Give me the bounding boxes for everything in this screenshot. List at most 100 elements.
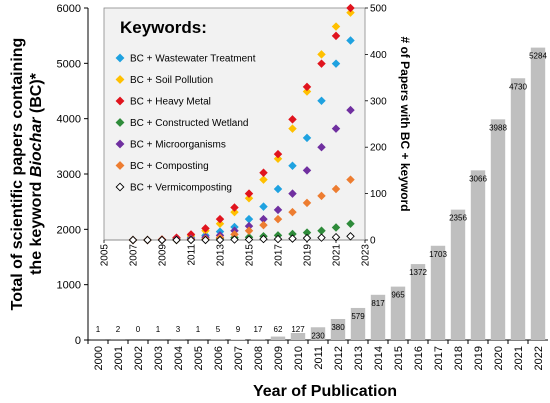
inset-y-tick-label-400: 400 (370, 50, 387, 61)
point-bc-wastewater-treatment-2022 (346, 36, 355, 45)
point-bc-microorganisms-2018 (288, 189, 297, 198)
point-bc-vermicomposting-2009 (157, 235, 167, 245)
bar-2008 (250, 339, 266, 340)
legend-marker-2 (115, 96, 125, 106)
point-bc-vermicomposting-2019 (302, 233, 312, 243)
point-bc-heavy-metal-2022 (346, 3, 355, 13)
main-x-tick-label-2008: 2008 (253, 346, 265, 370)
inset-x-tick-label-2013: 2013 (216, 244, 227, 267)
main-x-tick-label-2002: 2002 (133, 346, 145, 370)
point-bc-composting-2020 (317, 191, 326, 201)
point-bc-composting-2018 (288, 207, 297, 217)
bar-value-label-2017: 1703 (429, 250, 447, 259)
bar-2011 (310, 327, 326, 340)
inset-x-tick-label-2015: 2015 (245, 244, 256, 267)
bar-value-label-2015: 965 (391, 291, 405, 300)
point-bc-vermicomposting-2017 (273, 234, 283, 244)
inset-x-tick-label-2009: 2009 (158, 244, 169, 267)
point-bc-vermicomposting-2012 (201, 235, 210, 245)
legend-entry-4: BC + Microorganisms (130, 140, 226, 151)
bar-value-label-2021: 4730 (509, 82, 527, 91)
bar-2022 (530, 47, 546, 341)
point-bc-vermicomposting-2010 (172, 235, 181, 245)
bar-value-label-2022: 5284 (529, 52, 547, 61)
legend-entry-3: BC + Constructed Wetland (130, 118, 249, 129)
point-bc-heavy-metal-2016 (259, 168, 268, 177)
main-y-axis-title-line2: the keyword Biochar (BC)* (28, 72, 45, 275)
point-bc-vermicomposting-2007 (128, 235, 138, 245)
main-x-tick-label-2010: 2010 (293, 346, 305, 370)
point-bc-heavy-metal-2019 (302, 82, 312, 92)
main-x-tick-label-2011: 2011 (313, 346, 325, 370)
point-bc-soil-pollution-2019 (302, 87, 312, 96)
point-bc-vermicomposting-2022 (346, 232, 355, 241)
point-bc-vermicomposting-2013 (215, 235, 225, 245)
point-bc-constructed-wetland-2021 (331, 223, 341, 232)
main-y-axis-title-prefix: the keyword (28, 177, 45, 275)
main-x-axis-title: Year of Publication (253, 383, 397, 400)
bar-2021 (510, 78, 526, 341)
legend-entry-5: BC + Composting (130, 161, 209, 172)
point-bc-heavy-metal-2014 (230, 203, 239, 212)
point-bc-soil-pollution-2018 (288, 124, 297, 133)
point-bc-soil-pollution-2020 (317, 50, 326, 59)
bar-2016 (410, 264, 426, 340)
point-bc-wastewater-treatment-2020 (317, 96, 326, 106)
bar-2020 (490, 119, 506, 341)
point-bc-composting-2016 (259, 220, 268, 230)
point-bc-vermicomposting-2014 (230, 235, 239, 244)
main-x-tick-label-2004: 2004 (173, 346, 185, 370)
inset-y-axis-title: # of Papers with BC + keyword (398, 36, 412, 211)
bar-value-label-2020: 3988 (489, 123, 507, 132)
bar-value-label-2001: 2 (116, 325, 121, 334)
point-bc-heavy-metal-2017 (273, 149, 283, 159)
bar-2019 (470, 170, 486, 340)
main-x-tick-label-2007: 2007 (233, 346, 245, 370)
legend-entry-0: BC + Wastewater Treatment (130, 54, 256, 65)
inset-x-tick-label-2007: 2007 (129, 244, 140, 267)
main-y-tick-label: 0 (75, 335, 81, 347)
point-bc-wastewater-treatment-2019 (302, 133, 312, 143)
bar-value-label-2018: 2356 (449, 214, 467, 223)
point-bc-soil-pollution-2014 (230, 207, 239, 217)
main-x-tick-label-2015: 2015 (393, 346, 405, 370)
legend-marker-1 (115, 75, 125, 84)
point-bc-soil-pollution-2021 (331, 22, 341, 31)
inset-x-tick-label-2011: 2011 (187, 244, 198, 266)
main-x-tick-label-2021: 2021 (513, 346, 525, 370)
point-bc-microorganisms-2017 (273, 205, 283, 215)
bar-value-label-2009: 62 (274, 325, 283, 334)
bar-value-label-2013: 579 (351, 312, 365, 321)
bar-2010 (290, 332, 306, 340)
point-bc-vermicomposting-2016 (259, 234, 268, 244)
inset-x-tick-label-2023: 2023 (361, 244, 372, 267)
point-bc-wastewater-treatment-2021 (331, 59, 341, 68)
point-bc-vermicomposting-2020 (317, 233, 326, 242)
point-bc-composting-2022 (346, 175, 355, 184)
main-y-tick-label: 5000 (57, 58, 81, 70)
bar-2013 (350, 307, 366, 340)
bar-value-label-2008: 17 (254, 325, 263, 334)
point-bc-constructed-wetland-2022 (346, 219, 355, 228)
main-bar-plot: 0100020003000400050006000120002200102002… (57, 3, 548, 370)
legend-entry-1: BC + Soil Pollution (130, 75, 213, 86)
main-x-tick-label-2020: 2020 (493, 346, 505, 370)
point-bc-vermicomposting-2011 (186, 235, 196, 245)
main-x-tick-label-2000: 2000 (93, 346, 105, 370)
main-y-tick-label: 4000 (57, 114, 81, 126)
point-bc-soil-pollution-2015 (244, 194, 254, 203)
inset-y-tick-label-200: 200 (370, 143, 387, 154)
main-x-tick-label-2003: 2003 (153, 346, 165, 370)
main-x-tick-label-2018: 2018 (453, 346, 465, 370)
point-bc-vermicomposting-2008 (143, 235, 152, 245)
main-y-tick-label: 6000 (57, 3, 81, 15)
point-bc-heavy-metal-2012 (201, 224, 210, 233)
legend-marker-0 (115, 53, 125, 63)
bar-value-label-2007: 9 (236, 325, 241, 334)
main-x-tick-label-2001: 2001 (113, 346, 125, 370)
bar-value-label-2019: 3066 (469, 174, 487, 183)
inset-panel (103, 7, 366, 241)
point-bc-wastewater-treatment-2016 (259, 202, 268, 211)
main-y-axis-title-line1: Total of scientific papers containing (9, 38, 26, 311)
point-bc-microorganisms-2020 (317, 142, 326, 152)
